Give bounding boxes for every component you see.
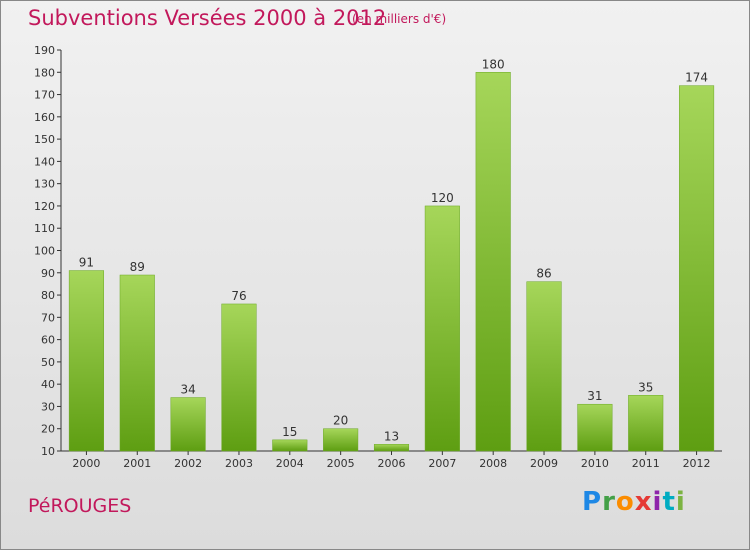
- data-label: 15: [282, 425, 297, 439]
- x-tick-label: 2001: [123, 457, 151, 470]
- data-label: 89: [130, 260, 145, 274]
- bar: [526, 281, 562, 452]
- data-label: 20: [333, 414, 348, 428]
- y-tick-label: 180: [34, 66, 55, 79]
- y-tick-label: 150: [34, 133, 55, 146]
- data-label: 86: [536, 267, 551, 281]
- y-tick-label: 10: [41, 445, 55, 458]
- chart-subtitle: (en milliers d'€): [352, 12, 447, 26]
- bar: [119, 274, 155, 452]
- x-tick-label: 2003: [225, 457, 253, 470]
- y-tick-label: 120: [34, 200, 55, 213]
- y-tick-label: 30: [41, 400, 55, 413]
- x-tick-label: 2010: [581, 457, 609, 470]
- commune-name: PéROUGES: [28, 495, 132, 517]
- y-tick-label: 50: [41, 356, 55, 369]
- data-label: 91: [79, 256, 94, 270]
- data-label: 76: [231, 289, 246, 303]
- bar: [373, 444, 410, 452]
- y-tick-label: 100: [34, 245, 55, 258]
- y-tick-label: 160: [34, 111, 55, 124]
- x-tick-label: 2005: [327, 457, 355, 470]
- data-label: 35: [638, 380, 653, 394]
- y-tick-label: 80: [41, 289, 55, 302]
- bar: [628, 395, 664, 452]
- data-label: 13: [384, 429, 399, 443]
- bar: [68, 270, 104, 452]
- bar: [272, 439, 308, 452]
- bar: [424, 205, 460, 452]
- data-label: 31: [587, 389, 602, 403]
- x-tick-label: 2008: [479, 457, 507, 470]
- y-tick-label: 70: [41, 311, 55, 324]
- y-tick-label: 20: [41, 423, 55, 436]
- x-tick-label: 2004: [276, 457, 304, 470]
- data-label: 174: [685, 71, 708, 85]
- y-tick-label: 60: [41, 334, 55, 347]
- proxiti-logo[interactable]: Proxiti: [582, 487, 686, 517]
- data-label: 180: [482, 57, 505, 71]
- x-tick-label: 2006: [378, 457, 406, 470]
- data-label: 120: [431, 191, 454, 205]
- y-tick-label: 170: [34, 89, 55, 102]
- data-label: 34: [180, 383, 195, 397]
- y-tick-label: 110: [34, 222, 55, 235]
- x-tick-label: 2012: [683, 457, 711, 470]
- bar: [323, 428, 359, 452]
- x-tick-label: 2009: [530, 457, 558, 470]
- chart-title: Subventions Versées 2000 à 2012: [28, 6, 387, 30]
- bar: [170, 397, 206, 452]
- y-tick-label: 190: [34, 44, 55, 57]
- x-tick-label: 2007: [428, 457, 456, 470]
- y-tick-label: 40: [41, 378, 55, 391]
- x-tick-label: 2002: [174, 457, 202, 470]
- y-tick-label: 140: [34, 155, 55, 168]
- bar: [577, 403, 613, 452]
- bar: [679, 85, 715, 452]
- bar: [475, 72, 511, 452]
- x-tick-label: 2000: [72, 457, 100, 470]
- y-tick-label: 90: [41, 267, 55, 280]
- y-tick-label: 130: [34, 178, 55, 191]
- x-tick-label: 2011: [632, 457, 660, 470]
- bar: [221, 303, 257, 452]
